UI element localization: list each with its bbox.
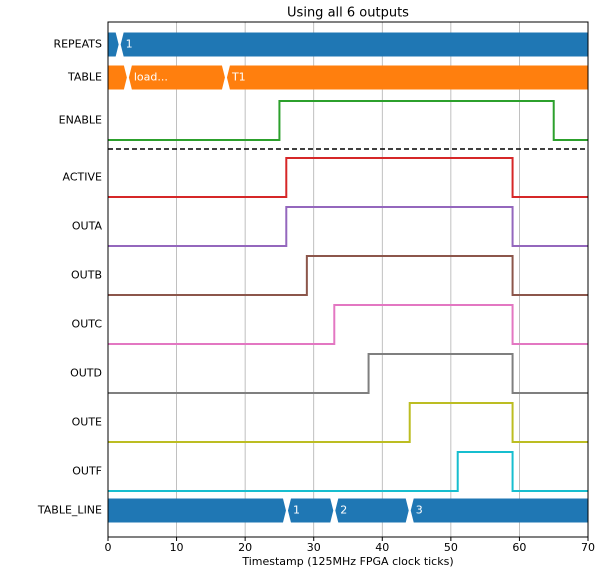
bus-segment: [108, 32, 119, 57]
x-tick-label: 60: [512, 541, 526, 554]
signal-name: OUTB: [71, 269, 102, 282]
signal-trace: [108, 451, 588, 492]
bus-label: 2: [340, 504, 347, 517]
signal-trace: [108, 255, 588, 296]
signal-name: OUTE: [72, 416, 102, 429]
signal-name: OUTF: [72, 465, 102, 478]
x-tick-label: 30: [307, 541, 321, 554]
x-tick-label: 20: [238, 541, 252, 554]
signal-trace: [108, 100, 588, 141]
signal-name: TABLE_LINE: [37, 504, 102, 517]
signal-name: REPEATS: [53, 38, 102, 51]
bus-label: T1: [231, 71, 246, 84]
bus-segment: [128, 65, 225, 90]
signal-name: ENABLE: [59, 114, 102, 127]
signal-trace: [108, 157, 588, 198]
signal-name: OUTA: [72, 220, 103, 233]
bus-label: 1: [293, 504, 300, 517]
signal-name: OUTC: [72, 318, 103, 331]
bus-label: 1: [126, 38, 133, 51]
bus-segment: [108, 65, 127, 90]
bus-segment: [108, 498, 286, 523]
signal-trace: [108, 353, 588, 394]
plot-frame: [107, 21, 589, 538]
signal-name: OUTD: [70, 367, 102, 380]
x-tick-label: 50: [444, 541, 458, 554]
signal-trace: [108, 206, 588, 247]
x-tick-label: 40: [375, 541, 389, 554]
bus-segment: [335, 498, 409, 523]
signal-name: TABLE: [67, 71, 102, 84]
bus-label: 3: [416, 504, 423, 517]
bus-segment: [287, 498, 334, 523]
bus-segment: [226, 65, 588, 90]
x-tick-label: 70: [581, 541, 595, 554]
bus-segment: [120, 32, 589, 57]
x-tick-label: 10: [170, 541, 184, 554]
signal-trace: [108, 304, 588, 345]
bus-label: load...: [134, 71, 168, 84]
bus-segment: [410, 498, 588, 523]
x-axis-label: Timestamp (125MHz FPGA clock ticks): [241, 555, 453, 568]
signal-trace: [108, 402, 588, 443]
x-tick-label: 0: [105, 541, 112, 554]
chart-title: Using all 6 outputs: [287, 6, 409, 21]
signal-name: ACTIVE: [63, 171, 103, 184]
